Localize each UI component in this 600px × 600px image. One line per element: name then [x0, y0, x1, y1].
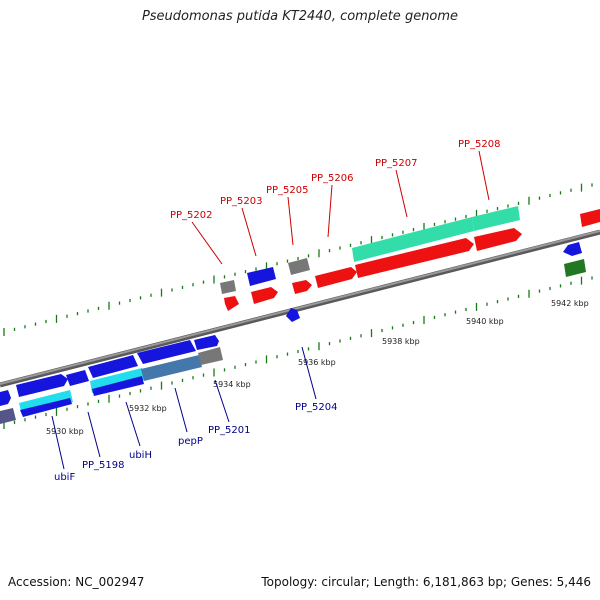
ruler-labels: 5930 kbp 5932 kbp 5934 kbp 5936 kbp 5938 kbp…: [46, 299, 589, 436]
gene-label[interactable]: ubiF: [54, 472, 75, 483]
callout-line: [87, 411, 101, 458]
callout-line: [191, 221, 223, 265]
gene-feature[interactable]: [0, 408, 16, 424]
gene-feature[interactable]: [355, 238, 474, 278]
gene-feature[interactable]: [472, 206, 520, 231]
callout-line: [51, 415, 65, 470]
gene-feature[interactable]: [92, 376, 144, 396]
callout-line: [214, 379, 230, 423]
gene-label[interactable]: PP_5206: [311, 173, 354, 184]
gene-label[interactable]: PP_5203: [220, 196, 263, 207]
ruler-label: 5942 kbp: [551, 299, 589, 308]
ruler-label: 5932 kbp: [129, 404, 167, 413]
ruler-label: 5934 kbp: [213, 380, 251, 389]
callout-line: [478, 150, 490, 201]
feature-group-lower: [0, 335, 223, 424]
callout-line: [395, 169, 408, 218]
gene-label[interactable]: pepP: [178, 436, 203, 447]
gene-feature[interactable]: [224, 296, 239, 311]
callout-line: [174, 387, 188, 433]
ruler-label: 5930 kbp: [46, 427, 84, 436]
feature-group-upper: [220, 206, 600, 322]
gene-feature[interactable]: [251, 287, 278, 304]
callout-line: [301, 346, 317, 400]
gene-feature[interactable]: [292, 280, 312, 294]
gene-feature[interactable]: [288, 258, 310, 275]
gene-feature[interactable]: [194, 335, 219, 350]
gene-label[interactable]: PP_5208: [458, 139, 501, 150]
gene-feature[interactable]: [563, 242, 582, 256]
topology-label: Topology: circular; Length: 6,181,863 bp…: [261, 575, 591, 589]
accession-label: Accession: NC_002947: [8, 575, 145, 589]
gene-label[interactable]: PP_5205: [266, 185, 309, 196]
ruler-label: 5936 kbp: [298, 358, 336, 367]
gene-feature[interactable]: [220, 280, 236, 294]
gene-feature[interactable]: [20, 398, 72, 417]
callout-line: [287, 196, 294, 246]
gene-feature[interactable]: [564, 259, 586, 277]
gene-feature[interactable]: [247, 267, 276, 286]
gene-feature[interactable]: [88, 355, 138, 378]
gene-feature[interactable]: [352, 217, 474, 262]
callout-line: [125, 401, 141, 447]
gene-label[interactable]: PP_5202: [170, 210, 213, 221]
gene-label[interactable]: PP_5201: [208, 425, 251, 436]
gene-label[interactable]: PP_5198: [82, 460, 125, 471]
gene-label[interactable]: PP_5207: [375, 158, 418, 169]
gene-feature[interactable]: [0, 390, 11, 406]
gene-feature[interactable]: [580, 209, 600, 227]
gene-feature[interactable]: [198, 347, 223, 365]
ruler-label: 5938 kbp: [382, 337, 420, 346]
tick-track-outer: [3, 183, 593, 336]
gene-feature[interactable]: [137, 340, 196, 364]
gene-feature[interactable]: [286, 308, 300, 322]
gene-label[interactable]: ubiH: [129, 450, 152, 461]
genome-title: Pseudomonas putida KT2440, complete geno…: [141, 9, 459, 24]
gene-feature[interactable]: [66, 370, 89, 386]
gene-label[interactable]: PP_5204: [295, 402, 338, 413]
genome-backbone-highlight: [0, 230, 600, 385]
gene-feature[interactable]: [141, 355, 202, 381]
callout-line: [327, 184, 333, 238]
gene-feature[interactable]: [474, 228, 522, 251]
callout-line: [241, 207, 257, 257]
tick-track-inner: [3, 276, 593, 429]
ruler-label: 5940 kbp: [466, 317, 504, 326]
gene-feature[interactable]: [16, 374, 68, 397]
gene-feature[interactable]: [315, 267, 357, 288]
